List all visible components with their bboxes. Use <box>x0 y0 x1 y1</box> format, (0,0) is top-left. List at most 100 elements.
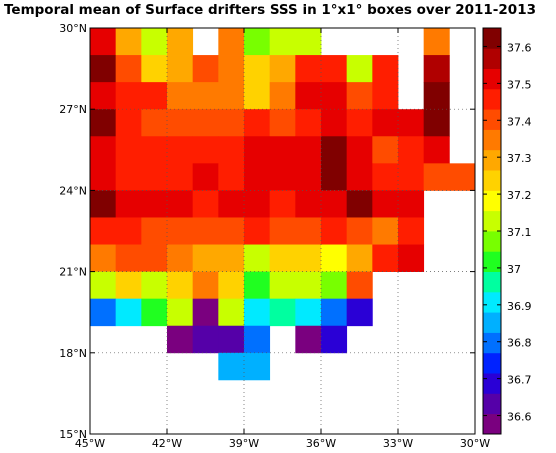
colorbar-segment <box>483 129 501 151</box>
colorbar-segment <box>483 170 501 191</box>
heatmap-cell <box>372 163 399 191</box>
heatmap-cell <box>218 163 245 191</box>
heatmap-cell <box>346 109 373 137</box>
heatmap-cell <box>115 298 142 327</box>
heatmap-cell <box>423 136 450 164</box>
colorbar-tick-label: 37.3 <box>507 152 532 165</box>
heatmap-cell <box>269 82 296 110</box>
heatmap-cell <box>295 244 322 272</box>
heatmap-cell <box>321 244 348 272</box>
colorbar-segment <box>483 271 501 293</box>
colorbar-tick-label: 36.6 <box>507 411 532 424</box>
colorbar-segment <box>483 149 501 171</box>
heatmap-cell <box>141 271 168 300</box>
colorbar-tick-label: 36.8 <box>507 337 532 350</box>
heatmap-cell <box>90 298 117 327</box>
colorbar-tick-label: 37.5 <box>507 78 532 91</box>
heatmap-cell <box>218 217 245 245</box>
colorbar-segment <box>483 68 501 90</box>
heatmap-cell <box>167 325 194 354</box>
heatmap-cell <box>218 352 245 381</box>
heatmap-cell <box>346 55 373 83</box>
heatmap-cell <box>90 136 117 164</box>
colorbar-tick-label: 37.4 <box>507 115 532 128</box>
heatmap-cell <box>295 163 322 191</box>
heatmap-cell <box>90 109 117 137</box>
heatmap-cell <box>244 109 271 137</box>
heatmap-cell <box>244 244 271 272</box>
heatmap-cell <box>346 271 373 300</box>
heatmap-cell <box>269 136 296 164</box>
heatmap-cell <box>192 163 219 191</box>
heatmap-cell <box>90 28 117 56</box>
heatmap-cell <box>423 109 450 137</box>
heatmap-cells <box>90 28 476 381</box>
heatmap-cell <box>218 298 245 327</box>
heatmap-cell <box>167 109 194 137</box>
heatmap-cell <box>372 109 399 137</box>
heatmap-cell <box>244 217 271 245</box>
colorbar-tick-label: 37.2 <box>507 189 532 202</box>
x-tick-label: 42°W <box>152 437 182 450</box>
heatmap-cell <box>244 82 271 110</box>
colorbar: 36.6 36.7 36.8 36.9 37 37.1 37.2 37.3 37.4 37.5 37… <box>482 27 532 435</box>
heatmap-cell <box>141 55 168 83</box>
heatmap-cell <box>398 136 425 164</box>
heatmap-cell <box>192 109 219 137</box>
heatmap-cell <box>192 55 219 83</box>
heatmap-cell <box>321 190 348 218</box>
grid-lines <box>90 28 475 434</box>
heatmap-cell <box>269 190 296 218</box>
heatmap-cell <box>321 271 348 300</box>
heatmap-cell <box>244 136 271 164</box>
heatmap-cell <box>192 190 219 218</box>
colorbar-segment <box>483 210 501 232</box>
heatmap-cell <box>269 298 296 327</box>
heatmap-cell <box>346 82 373 110</box>
x-tick-label: 30°W <box>460 437 490 450</box>
y-tick-label: 18°N <box>59 347 87 360</box>
heatmap-cell <box>423 55 450 83</box>
heatmap-cell <box>115 271 142 300</box>
y-tick-label: 24°N <box>59 184 87 197</box>
heatmap-cell <box>218 136 245 164</box>
heatmap-cell <box>192 82 219 110</box>
heatmap-cell <box>218 28 245 56</box>
heatmap-cell <box>141 28 168 56</box>
heatmap-cell <box>115 136 142 164</box>
heatmap-cell <box>295 109 322 137</box>
colorbar-segment <box>483 393 501 415</box>
heatmap-cell <box>244 271 271 300</box>
y-tick-label: 30°N <box>59 22 87 35</box>
heatmap-cell <box>90 271 117 300</box>
heatmap-cell <box>90 163 117 191</box>
heatmap-cell <box>115 28 142 56</box>
chart-title: Temporal mean of Surface drifters SSS in… <box>4 2 536 18</box>
heatmap-cell <box>115 244 142 272</box>
heatmap-cell <box>218 244 245 272</box>
heatmap-cell <box>192 136 219 164</box>
colorbar-segment <box>483 291 501 313</box>
heatmap-cell <box>115 82 142 110</box>
colorbar-segment <box>483 251 501 272</box>
heatmap-cell <box>90 55 117 83</box>
heatmap-cell <box>295 136 322 164</box>
heatmap-cell <box>90 244 117 272</box>
y-tick-label: 27°N <box>59 103 87 116</box>
heatmap-cell <box>244 298 271 327</box>
heatmap-cell <box>167 163 194 191</box>
heatmap-cell <box>141 109 168 137</box>
heatmap-cell <box>321 217 348 245</box>
heatmap-cell <box>321 109 348 137</box>
heatmap-cell <box>269 55 296 83</box>
colorbar-segment <box>483 231 501 252</box>
heatmap-cell <box>295 271 322 300</box>
heatmap-cell <box>295 325 322 354</box>
heatmap-cell <box>295 190 322 218</box>
colorbar-segment <box>483 28 501 49</box>
colorbar-tick-label: 37.6 <box>507 41 532 54</box>
heatmap-cell <box>218 55 245 83</box>
heatmap-cell <box>321 82 348 110</box>
